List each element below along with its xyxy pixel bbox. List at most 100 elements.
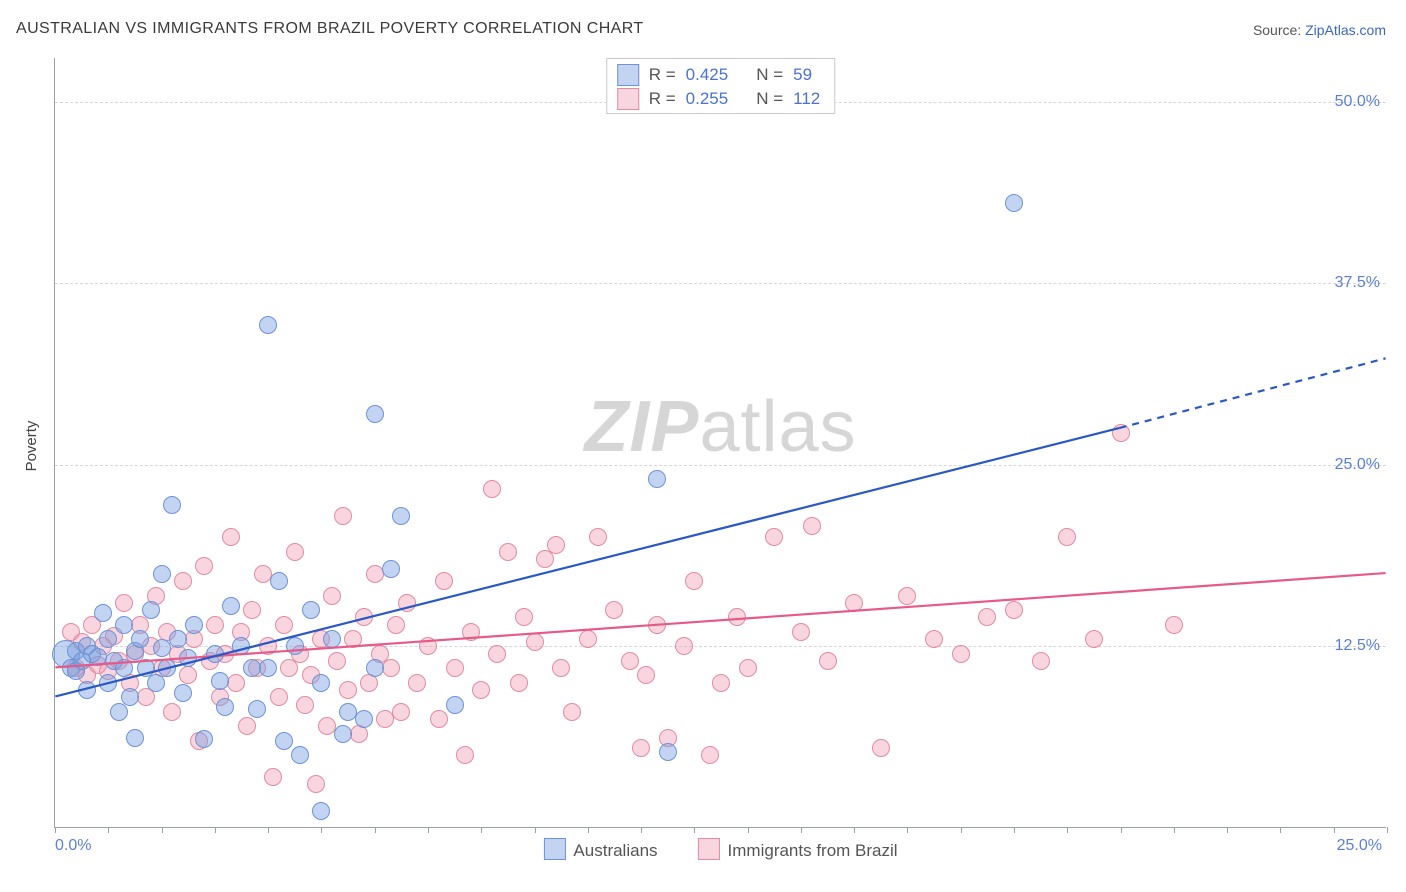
point-pink [323,587,341,605]
point-blue [222,597,240,615]
point-pink [334,507,352,525]
y-tick-label: 37.5% [1335,274,1380,292]
point-pink [456,746,474,764]
point-blue [115,616,133,634]
x-axis-left-label: 0.0% [55,837,91,855]
point-pink [765,528,783,546]
point-pink [206,616,224,634]
point-pink [483,480,501,498]
point-blue [291,746,309,764]
legend-item: Immigrants from Brazil [698,838,898,861]
point-pink [819,652,837,670]
stats-legend-box: R =0.425N =59R =0.255N =112 [606,58,836,114]
point-pink [222,528,240,546]
point-pink [259,637,277,655]
source-prefix: Source: [1253,22,1305,38]
stats-row: R =0.425N =59 [617,63,821,87]
n-value: 59 [793,63,812,87]
point-pink [499,543,517,561]
point-blue [169,630,187,648]
point-blue [446,696,464,714]
point-blue [270,572,288,590]
point-blue [275,732,293,750]
point-pink [675,637,693,655]
x-tick [694,827,695,833]
point-pink [387,616,405,634]
point-pink [563,703,581,721]
point-pink [275,616,293,634]
x-tick [375,827,376,833]
point-blue [131,630,149,648]
x-tick [1174,827,1175,833]
point-pink [286,543,304,561]
point-pink [701,746,719,764]
point-blue [153,565,171,583]
point-pink [1085,630,1103,648]
point-blue [312,674,330,692]
n-value: 112 [793,87,820,111]
stats-row: R =0.255N =112 [617,87,821,111]
trend-line-dashed [1120,358,1386,428]
gridline-h [55,465,1386,466]
point-blue [259,659,277,677]
point-pink [307,775,325,793]
point-pink [355,608,373,626]
point-pink [1058,528,1076,546]
x-tick [801,827,802,833]
x-tick [1121,827,1122,833]
x-tick [1014,827,1015,833]
point-blue [1005,194,1023,212]
x-tick [641,827,642,833]
point-pink [685,572,703,590]
source-link[interactable]: ZipAtlas.com [1305,22,1386,38]
point-pink [728,608,746,626]
point-pink [163,703,181,721]
legend-item: Australians [543,838,657,861]
point-blue [248,700,266,718]
point-blue [366,659,384,677]
watermark: ZIPatlas [584,386,856,468]
point-pink [898,587,916,605]
x-tick [907,827,908,833]
x-tick [854,827,855,833]
r-value: 0.425 [686,63,729,87]
point-blue [158,659,176,677]
point-pink [270,688,288,706]
point-pink [398,594,416,612]
legend-swatch-icon [543,838,565,860]
point-pink [637,666,655,684]
point-pink [430,710,448,728]
point-blue [99,674,117,692]
y-tick-label: 12.5% [1335,637,1380,655]
point-pink [1112,424,1130,442]
x-tick [481,827,482,833]
legend-swatch-icon [698,838,720,860]
point-pink [296,696,314,714]
x-tick [268,827,269,833]
point-blue [78,681,96,699]
point-pink [872,739,890,757]
point-pink [339,681,357,699]
x-tick [1227,827,1228,833]
point-blue [259,316,277,334]
point-pink [712,674,730,692]
x-axis-right-label: 25.0% [1337,837,1382,855]
r-label: R = [649,87,676,111]
point-pink [328,652,346,670]
point-blue [392,507,410,525]
bottom-legend: Australians Immigrants from Brazil [543,838,897,861]
point-blue [382,560,400,578]
chart-title: AUSTRALIAN VS IMMIGRANTS FROM BRAZIL POV… [16,20,644,38]
x-tick [55,827,56,833]
x-tick [961,827,962,833]
watermark-zip: ZIP [584,387,699,467]
x-tick [1067,827,1068,833]
point-pink [179,666,197,684]
point-pink [243,601,261,619]
x-tick [535,827,536,833]
point-pink [515,608,533,626]
point-blue [99,630,117,648]
gridline-h [55,283,1386,284]
watermark-atlas: atlas [699,387,856,467]
point-pink [238,717,256,735]
